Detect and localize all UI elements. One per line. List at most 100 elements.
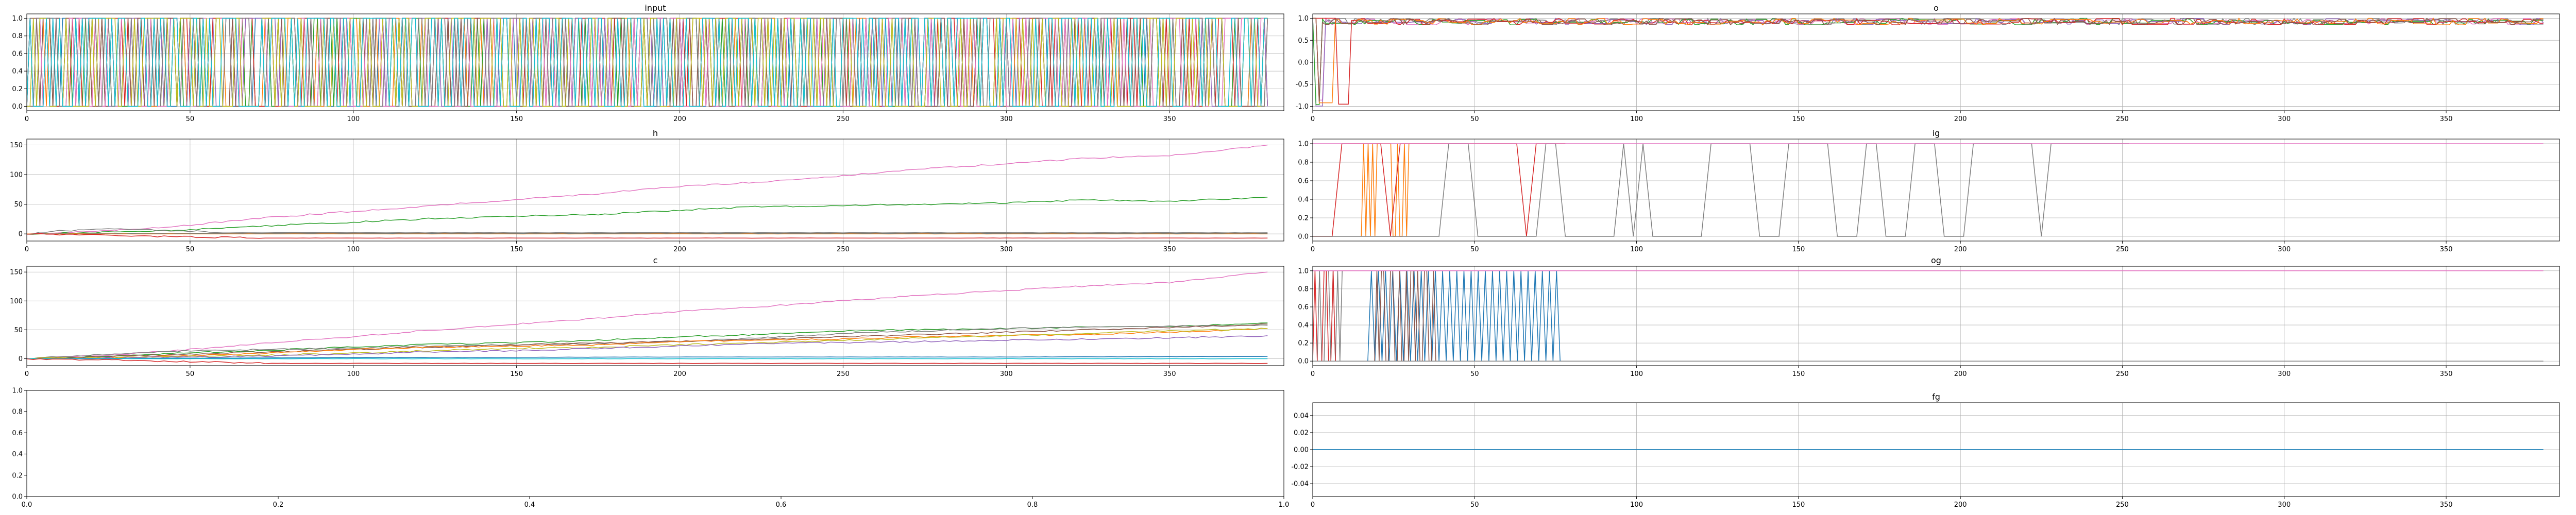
x-tick-label: 350 [2440,501,2453,509]
series-line [1313,18,2544,102]
x-tick-label: 1.0 [1279,501,1290,509]
y-tick-label: 0.00 [1294,447,1309,454]
plot-area [1313,270,2544,362]
x-tick-label: 350 [1163,370,1176,378]
axes-frame [1312,139,2560,242]
y-tick-label: 1.0 [1298,15,1309,23]
series-line [27,233,1268,235]
subplot-h: 0 50 100 150 200 250 300 350 0 50 100 150 h [10,128,1284,253]
x-tick-label: 300 [2278,246,2291,253]
series-line [1313,143,1566,237]
x-tick-label: 250 [2116,246,2129,253]
series-line [27,18,1268,107]
axes-frame [26,13,1284,111]
x-tick-label: 100 [347,246,360,253]
x-tick-label: 250 [2116,370,2129,378]
x-tick-label: 300 [1000,370,1013,378]
x-tick-label: 300 [2278,370,2291,378]
x-tick-label: 150 [1792,115,1805,123]
y-tick-label: 0.0 [1298,358,1309,366]
y-tick-label: 0.0 [12,493,23,501]
x-tick-label: 0.0 [22,501,32,509]
plot-area [27,271,1268,365]
x-tick-label: 100 [347,115,360,123]
x-tick-label: 350 [2440,370,2453,378]
series-line [27,233,1268,239]
x-tick-label: 200 [1954,370,1967,378]
y-tick-label: 0.8 [1298,285,1309,293]
plot-area [27,18,1268,107]
y-tick-label: 150 [10,269,23,277]
x-tick-label: 350 [1163,115,1176,123]
subplot-title: h [653,128,658,138]
y-tick-label: 0.02 [1294,429,1309,437]
series-line [27,328,1268,359]
x-tick-label: 0.2 [273,501,284,509]
y-tick-label: 0.6 [12,50,23,58]
series-line [27,18,1268,107]
series-line [1313,18,2544,105]
y-tick-label: 1.0 [1298,141,1309,148]
subplot-title: og [1931,255,1941,265]
y-tick-label: 0.8 [12,32,23,40]
subplot-o: 0 50 100 150 200 250 300 350 -1.0 -0.5 0.0 0.5 1.0 o [1296,3,2560,123]
series-line [1313,143,2129,237]
x-tick-label: 50 [1470,246,1479,253]
subplot-ig: 0 50 100 150 200 250 300 350 0.0 0.2 0.4 0.6 0.8 1.0 i… [1298,128,2560,253]
x-tick-label: 50 [186,115,195,123]
y-tick-label: 150 [10,142,23,149]
x-tick-label: 0 [1311,246,1315,253]
y-tick-label: 0.04 [1294,412,1309,420]
x-tick-label: 50 [1470,370,1479,378]
x-tick-label: 150 [510,115,523,123]
x-tick-label: 250 [2116,501,2129,509]
y-tick-label: 0.0 [12,103,23,111]
subplot-empty: 0.0 0.2 0.4 0.6 0.8 1.0 0.0 0.2 0.4 0.6 0.8 1.0 [12,387,1289,509]
series-line [27,335,1268,359]
x-tick-label: 300 [2278,115,2291,123]
series-line [27,18,1268,107]
y-tick-label: -0.04 [1291,480,1309,488]
x-tick-label: 300 [1000,115,1013,123]
series-line [1367,270,1561,362]
series-line [27,18,1268,107]
x-tick-label: 250 [2116,115,2129,123]
x-tick-label: 200 [673,246,686,253]
y-tick-label: 0.8 [1298,159,1309,167]
y-tick-label: 0.4 [1298,322,1309,330]
x-tick-label: 150 [1792,501,1805,509]
series-line [27,144,1268,235]
plot-area [27,144,1268,239]
x-tick-label: 0 [25,115,29,123]
subplot-title: input [645,3,666,13]
x-tick-label: 0.8 [1027,501,1038,509]
x-tick-label: 0.4 [524,501,535,509]
x-tick-label: 150 [510,370,523,378]
x-tick-label: 150 [1792,246,1805,253]
y-tick-label: -1.0 [1296,103,1309,111]
x-tick-label: 300 [2278,501,2291,509]
series-line [1361,143,1410,237]
y-tick-label: 1.0 [12,387,23,395]
subplot-title: fg [1932,392,1940,402]
x-tick-label: 0 [25,370,29,378]
plot-area [1313,143,2544,237]
series-line [27,18,1268,107]
y-tick-label: 0 [19,355,23,363]
x-tick-label: 0 [25,246,29,253]
x-tick-label: 0.6 [776,501,787,509]
x-tick-label: 350 [2440,246,2453,253]
y-tick-label: 0.2 [12,472,23,479]
x-tick-label: 100 [347,370,360,378]
subplot-og: 0 50 100 150 200 250 300 350 0.0 0.2 0.4 0.6 0.8 1.0 o… [1298,255,2560,378]
x-tick-label: 0 [1311,370,1315,378]
y-tick-label: 0.4 [12,451,23,458]
axes-frame [26,390,1284,497]
x-tick-label: 50 [186,246,195,253]
x-tick-label: 50 [1470,501,1479,509]
series-line [27,18,1268,107]
x-tick-label: 50 [186,370,195,378]
y-tick-label: 0.6 [1298,303,1309,311]
axes-frame [26,139,1284,242]
